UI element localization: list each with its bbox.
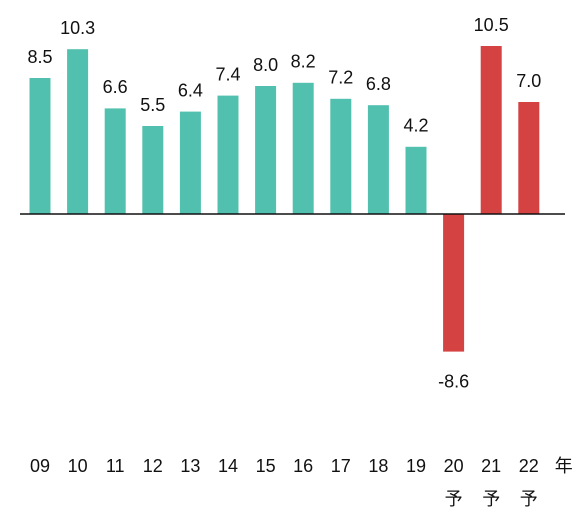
x-tick-label: 15 bbox=[256, 456, 276, 476]
bar bbox=[67, 49, 89, 215]
x-tick-sublabel: 予 bbox=[520, 489, 538, 509]
value-label: 8.2 bbox=[291, 52, 316, 72]
x-tick-label: 22 bbox=[519, 456, 539, 476]
x-tick-label: 10 bbox=[68, 456, 88, 476]
x-tick-label: 19 bbox=[406, 456, 426, 476]
bar bbox=[518, 102, 540, 214]
value-label: -8.6 bbox=[438, 371, 469, 391]
value-label: 8.0 bbox=[253, 55, 278, 75]
x-tick-label: 20 bbox=[444, 456, 464, 476]
x-tick-label: 13 bbox=[180, 456, 200, 476]
bar bbox=[104, 108, 126, 214]
value-label: 7.4 bbox=[215, 64, 240, 84]
x-tick-label: 12 bbox=[143, 456, 163, 476]
x-tick-label: 21 bbox=[481, 456, 501, 476]
bar bbox=[330, 98, 352, 214]
bar bbox=[443, 214, 465, 352]
value-label: 10.5 bbox=[474, 15, 509, 35]
x-tick-label: 17 bbox=[331, 456, 351, 476]
x-tick-label: 16 bbox=[293, 456, 313, 476]
x-tick-sublabel: 予 bbox=[445, 489, 463, 509]
bar bbox=[292, 82, 314, 214]
value-label: 10.3 bbox=[60, 18, 95, 38]
bar bbox=[217, 95, 239, 214]
x-tick-label: 11 bbox=[106, 456, 125, 476]
bar bbox=[179, 111, 201, 214]
bar bbox=[367, 105, 389, 214]
value-label: 6.8 bbox=[366, 74, 391, 94]
value-label: 7.2 bbox=[328, 68, 353, 88]
value-label: 6.6 bbox=[103, 77, 128, 97]
x-tick-label: 18 bbox=[368, 456, 388, 476]
value-label: 6.4 bbox=[178, 80, 203, 100]
x-tick-label: 09 bbox=[30, 456, 50, 476]
bar bbox=[142, 126, 164, 214]
bar bbox=[405, 146, 427, 214]
bar bbox=[29, 78, 51, 214]
x-tick-sublabel: 予 bbox=[482, 489, 500, 509]
x-unit: 年 bbox=[555, 456, 573, 476]
x-tick-label: 14 bbox=[218, 456, 238, 476]
bar bbox=[480, 46, 502, 214]
value-label: 7.0 bbox=[516, 71, 541, 91]
bar bbox=[255, 86, 277, 214]
value-label: 5.5 bbox=[140, 95, 165, 115]
value-label: 4.2 bbox=[403, 116, 428, 136]
value-label: 8.5 bbox=[27, 47, 52, 67]
